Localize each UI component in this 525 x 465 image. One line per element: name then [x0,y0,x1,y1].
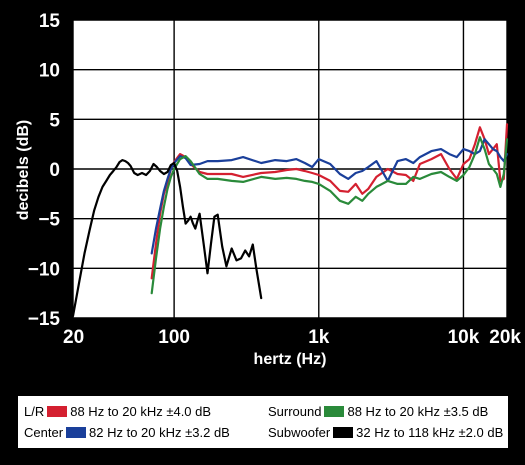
series-layer [71,123,509,318]
legend-swatch-center [66,427,87,438]
y-tick-labels: 15 10 5 0 −5 −10 −15 [28,11,61,330]
legend-item-center: Center 82 Hz to 20 kHz ±3.2 dB [24,425,230,440]
legend-swatch-surround [324,406,345,417]
y-tick-label-3: 0 [49,160,60,181]
x-tick-label-2: 1k [308,327,330,348]
x-tick-label-1: 100 [158,327,190,348]
legend-name-surround: Surround [268,404,322,419]
y-tick-label-4: −5 [38,210,60,231]
y-tick-label-2: 5 [49,110,60,131]
x-axis-label: hertz (Hz) [254,351,327,368]
x-tick-label-4: 20k [489,327,521,348]
legend-item-lr: L/R 88 Hz to 20 kHz ±4.0 dB [24,404,211,419]
legend-text-surround: 88 Hz to 20 kHz ±3.5 dB [347,404,489,419]
legend: L/R 88 Hz to 20 kHz ±4.0 dB Center 82 Hz… [18,396,508,448]
legend-swatch-sub [333,427,354,438]
y-tick-label-1: 10 [39,61,60,82]
x-tick-labels: 20 100 1k 10k 20k [63,327,521,348]
legend-swatch-lr [47,406,68,417]
legend-text-sub: 32 Hz to 118 kHz ±2.0 dB [356,425,504,440]
legend-name-sub: Subwoofer [268,425,331,440]
legend-text-center: 82 Hz to 20 kHz ±3.2 dB [89,425,230,440]
y-tick-label-6: −15 [28,309,61,330]
legend-item-surround: Surround 88 Hz to 20 kHz ±3.5 dB [268,404,488,419]
x-tick-label-3: 10k [448,327,480,348]
y-axis-label: decibels (dB) [15,120,32,220]
x-tick-label-0: 20 [63,327,84,348]
y-tick-label-0: 15 [39,11,61,32]
series-line-subwoofer [71,159,263,318]
series-line-surround [150,136,509,295]
legend-name-lr: L/R [24,404,45,419]
legend-text-lr: 88 Hz to 20 kHz ±4.0 dB [70,404,212,419]
legend-item-sub: Subwoofer 32 Hz to 118 kHz ±2.0 dB [268,425,503,440]
legend-name-center: Center [24,425,64,440]
y-tick-label-5: −10 [28,259,60,280]
